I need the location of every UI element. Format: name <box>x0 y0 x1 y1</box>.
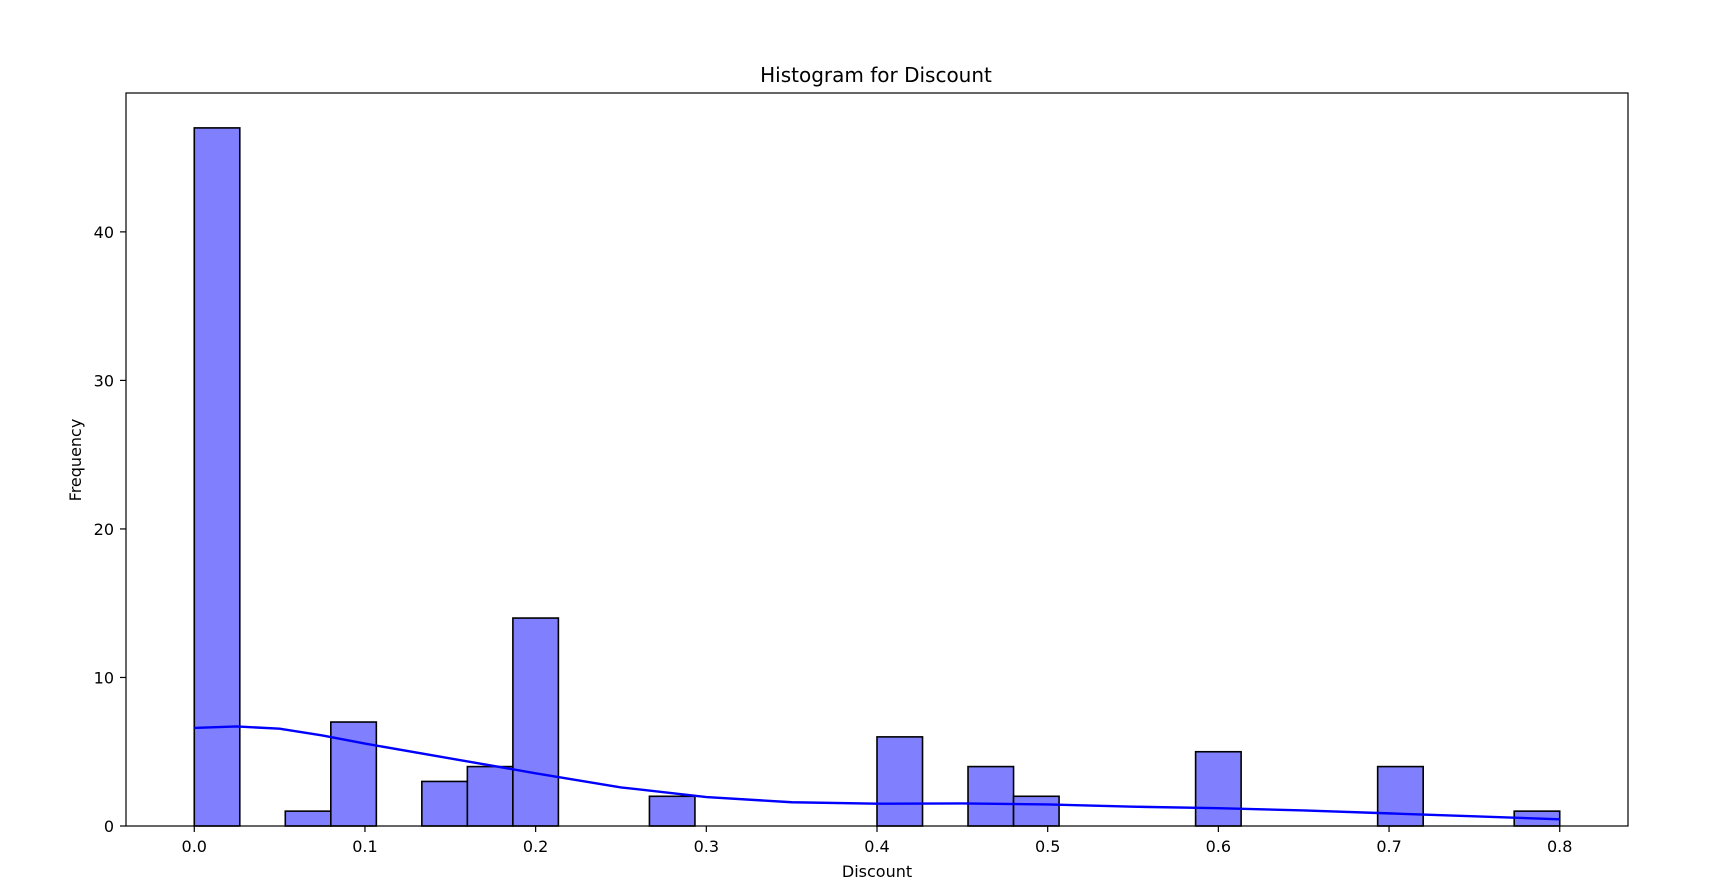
x-tick-label: 0.3 <box>694 837 719 856</box>
x-axis-label: Discount <box>842 862 912 881</box>
plot-frame <box>125 92 1629 827</box>
x-tick-label: 0.6 <box>1206 837 1231 856</box>
histogram-bar <box>512 617 560 827</box>
y-tick-label: 0 <box>104 817 114 836</box>
kde-line <box>194 725 1560 821</box>
histogram-bar <box>967 765 1015 827</box>
histogram-bar <box>193 127 241 827</box>
y-tick-label: 30 <box>94 371 114 390</box>
histogram-bar <box>648 795 696 827</box>
x-tick-label: 0.7 <box>1376 837 1401 856</box>
y-axis-ticks: 0 10 20 30 40 <box>94 223 126 836</box>
y-tick-label: 40 <box>94 223 114 242</box>
x-tick-label: 0.5 <box>1035 837 1060 856</box>
y-axis-label: Frequency <box>66 419 85 502</box>
histogram-bar <box>1376 765 1424 827</box>
histogram-bar <box>421 780 469 827</box>
x-tick-label: 0.1 <box>352 837 377 856</box>
y-tick-label: 20 <box>94 520 114 539</box>
x-tick-label: 0.0 <box>182 837 207 856</box>
x-axis-ticks: 0.0 0.1 0.2 0.3 0.4 0.5 0.6 0.7 0.8 <box>182 826 1572 856</box>
x-tick-label: 0.2 <box>523 837 548 856</box>
y-tick-label: 10 <box>94 668 114 687</box>
x-tick-label: 0.8 <box>1547 837 1572 856</box>
chart-title: Histogram for Discount <box>760 63 992 87</box>
histogram-bar <box>1194 750 1242 827</box>
histogram-bar <box>1012 795 1060 827</box>
histogram-bar <box>876 736 924 827</box>
histogram-bar <box>466 765 514 827</box>
bars-group <box>193 127 1561 827</box>
x-tick-label: 0.4 <box>864 837 889 856</box>
histogram-bar <box>284 810 332 827</box>
